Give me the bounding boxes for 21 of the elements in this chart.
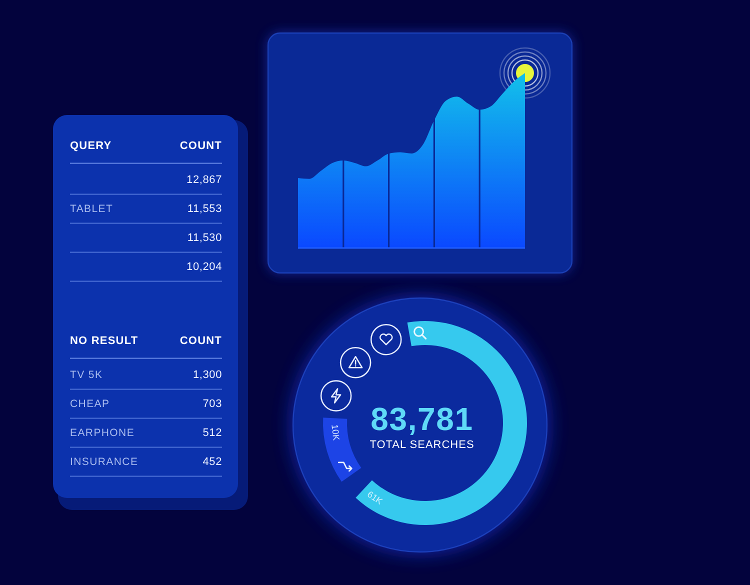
data-label: 703 (202, 398, 222, 410)
category-label: EARPHONE (70, 427, 135, 439)
text: QUERY (70, 140, 112, 152)
data-label: 10K (330, 424, 342, 441)
category-label: INSURANCE (70, 456, 138, 468)
text: NO RESULT (70, 335, 138, 347)
data-label: 512 (202, 427, 222, 439)
category-label: TABLET (70, 203, 114, 215)
data-label: 1,300 (192, 369, 222, 381)
category-label: CHEAP (70, 398, 110, 410)
text: COUNT (180, 140, 222, 152)
text: 83,781 (370, 401, 474, 437)
data-label: 10,204 (186, 261, 222, 273)
text: COUNT (180, 335, 222, 347)
data-label: 12,867 (186, 174, 222, 186)
data-label: 11,530 (187, 232, 222, 244)
data-label: 452 (202, 456, 222, 468)
category-label: TV 5K (70, 369, 103, 381)
text: TOTAL SEARCHES (370, 439, 474, 451)
data-label: 11,553 (187, 203, 222, 215)
data-label: 61K (365, 489, 384, 506)
